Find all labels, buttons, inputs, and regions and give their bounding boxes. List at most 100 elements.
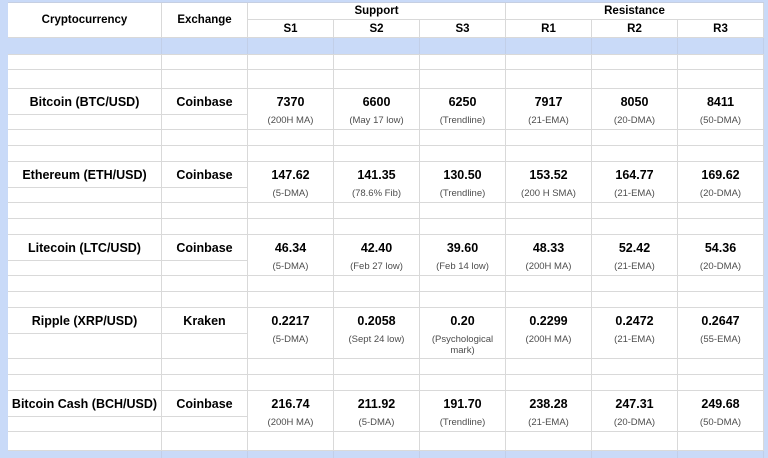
empty-cell[interactable] bbox=[162, 188, 248, 203]
empty-cell bbox=[162, 219, 248, 234]
exchange-cell[interactable]: Coinbase bbox=[162, 391, 248, 417]
empty-cell bbox=[162, 375, 248, 390]
header-s3-label: S3 bbox=[455, 22, 470, 35]
empty-cell bbox=[592, 432, 678, 450]
cell-s1[interactable]: 46.34 (5-DMA) bbox=[248, 235, 334, 276]
header-s2[interactable]: S2 bbox=[334, 20, 420, 37]
level-value: 147.62 bbox=[271, 168, 310, 182]
empty-cell bbox=[678, 70, 764, 88]
cell-r3[interactable]: 54.36 (20-DMA) bbox=[678, 235, 764, 276]
crypto-row: Bitcoin (BTC/USD) Coinbase 7370 (200H MA… bbox=[8, 89, 764, 130]
cell-s1[interactable]: 147.62 (5-DMA) bbox=[248, 162, 334, 203]
empty-cell bbox=[592, 130, 678, 145]
level-value: 216.74 bbox=[271, 397, 310, 411]
empty-cell[interactable] bbox=[8, 188, 162, 203]
level-note: (Trendline) bbox=[439, 417, 486, 428]
crypto-name-cell[interactable]: Ethereum (ETH/USD) bbox=[8, 162, 162, 188]
exchange-cell[interactable]: Coinbase bbox=[162, 89, 248, 115]
crypto-name-cell[interactable]: Bitcoin Cash (BCH/USD) bbox=[8, 391, 162, 417]
cell-r2[interactable]: 164.77 (21-EMA) bbox=[592, 162, 678, 203]
empty-cell bbox=[8, 130, 162, 145]
cell-s3[interactable]: 0.20 (Psychological mark) bbox=[420, 308, 506, 359]
cell-r1[interactable]: 238.28 (21-EMA) bbox=[506, 391, 592, 432]
crypto-name-cell[interactable]: Litecoin (LTC/USD) bbox=[8, 235, 162, 261]
header-resistance-group[interactable]: Resistance bbox=[506, 3, 764, 20]
level-note: (55-EMA) bbox=[700, 334, 741, 345]
cell-s2[interactable]: 141.35 (78.6% Fib) bbox=[334, 162, 420, 203]
cell-s2[interactable]: 6600 (May 17 low) bbox=[334, 89, 420, 130]
cell-r1[interactable]: 153.52 (200 H SMA) bbox=[506, 162, 592, 203]
level-note: (May 17 low) bbox=[349, 115, 404, 126]
exchange-name: Coinbase bbox=[176, 396, 233, 411]
exchange-cell[interactable]: Kraken bbox=[162, 308, 248, 334]
header-r1[interactable]: R1 bbox=[506, 20, 592, 37]
empty-cell[interactable] bbox=[8, 417, 162, 432]
cell-r2[interactable]: 8050 (20-DMA) bbox=[592, 89, 678, 130]
empty-cell[interactable] bbox=[162, 261, 248, 276]
cell-s3[interactable]: 130.50 (Trendline) bbox=[420, 162, 506, 203]
cell-r2[interactable]: 52.42 (21-EMA) bbox=[592, 235, 678, 276]
crypto-name-cell[interactable]: Ripple (XRP/USD) bbox=[8, 308, 162, 334]
empty-cell[interactable] bbox=[8, 334, 162, 359]
cell-r1[interactable]: 0.2299 (200H MA) bbox=[506, 308, 592, 359]
crypto-name-cell[interactable]: Bitcoin (BTC/USD) bbox=[8, 89, 162, 115]
empty-cell bbox=[248, 130, 334, 145]
empty-cell bbox=[678, 432, 764, 450]
header-s3[interactable]: S3 bbox=[420, 20, 506, 37]
cell-r3[interactable]: 8411 (50-DMA) bbox=[678, 89, 764, 130]
cell-r1[interactable]: 48.33 (200H MA) bbox=[506, 235, 592, 276]
empty-cell bbox=[420, 130, 506, 145]
cell-r2[interactable]: 247.31 (20-DMA) bbox=[592, 391, 678, 432]
empty-cell bbox=[248, 276, 334, 291]
cell-s1[interactable]: 0.2217 (5-DMA) bbox=[248, 308, 334, 359]
empty-cell bbox=[8, 203, 162, 218]
level-note: (20-DMA) bbox=[699, 188, 742, 199]
header-cryptocurrency[interactable]: Cryptocurrency bbox=[8, 3, 162, 37]
empty-cell[interactable] bbox=[162, 115, 248, 130]
cell-s2[interactable]: 211.92 (5-DMA) bbox=[334, 391, 420, 432]
level-value: 0.20 bbox=[450, 314, 475, 328]
level-note: (21-EMA) bbox=[528, 115, 569, 126]
header-r2-label: R2 bbox=[627, 22, 642, 35]
cell-r3[interactable]: 0.2647 (55-EMA) bbox=[678, 308, 764, 359]
empty-cell[interactable] bbox=[162, 334, 248, 359]
exchange-cell[interactable]: Coinbase bbox=[162, 162, 248, 188]
cell-r3[interactable]: 249.68 (50-DMA) bbox=[678, 391, 764, 432]
empty-cell bbox=[162, 276, 248, 291]
empty-cell[interactable] bbox=[8, 261, 162, 276]
empty-cell bbox=[162, 292, 248, 307]
empty-cell bbox=[334, 219, 420, 234]
cell-s3[interactable]: 6250 (Trendline) bbox=[420, 89, 506, 130]
crypto-section: Litecoin (LTC/USD) Coinbase 46.34 (5-DMA… bbox=[8, 235, 764, 308]
cell-s3[interactable]: 191.70 (Trendline) bbox=[420, 391, 506, 432]
cell-s3[interactable]: 39.60 (Feb 14 low) bbox=[420, 235, 506, 276]
cell-r1[interactable]: 7917 (21-EMA) bbox=[506, 89, 592, 130]
empty-cell bbox=[678, 38, 764, 54]
empty-cell bbox=[8, 219, 162, 234]
header-r2[interactable]: R2 bbox=[592, 20, 678, 37]
level-value: 6600 bbox=[362, 95, 391, 109]
empty-cell bbox=[248, 432, 334, 450]
empty-cell bbox=[162, 359, 248, 374]
empty-cell bbox=[420, 38, 506, 54]
cell-s2[interactable]: 42.40 (Feb 27 low) bbox=[334, 235, 420, 276]
empty-cell bbox=[506, 359, 592, 374]
exchange-cell[interactable]: Coinbase bbox=[162, 235, 248, 261]
empty-cell bbox=[334, 292, 420, 307]
empty-cell[interactable] bbox=[162, 417, 248, 432]
level-note: (20-DMA) bbox=[613, 115, 656, 126]
empty-cell bbox=[248, 375, 334, 390]
cell-r3[interactable]: 169.62 (20-DMA) bbox=[678, 162, 764, 203]
header-support-group[interactable]: Support bbox=[248, 3, 506, 20]
header-s1[interactable]: S1 bbox=[248, 20, 334, 37]
cell-s2[interactable]: 0.2058 (Sept 24 low) bbox=[334, 308, 420, 359]
cell-r2[interactable]: 0.2472 (21-EMA) bbox=[592, 308, 678, 359]
spacer-row bbox=[8, 146, 764, 162]
header-r3[interactable]: R3 bbox=[678, 20, 764, 37]
header-exchange[interactable]: Exchange bbox=[162, 3, 248, 37]
cell-s1[interactable]: 7370 (200H MA) bbox=[248, 89, 334, 130]
header-exchange-label: Exchange bbox=[177, 14, 232, 26]
cell-s1[interactable]: 216.74 (200H MA) bbox=[248, 391, 334, 432]
empty-cell bbox=[678, 451, 764, 458]
empty-cell[interactable] bbox=[8, 115, 162, 130]
